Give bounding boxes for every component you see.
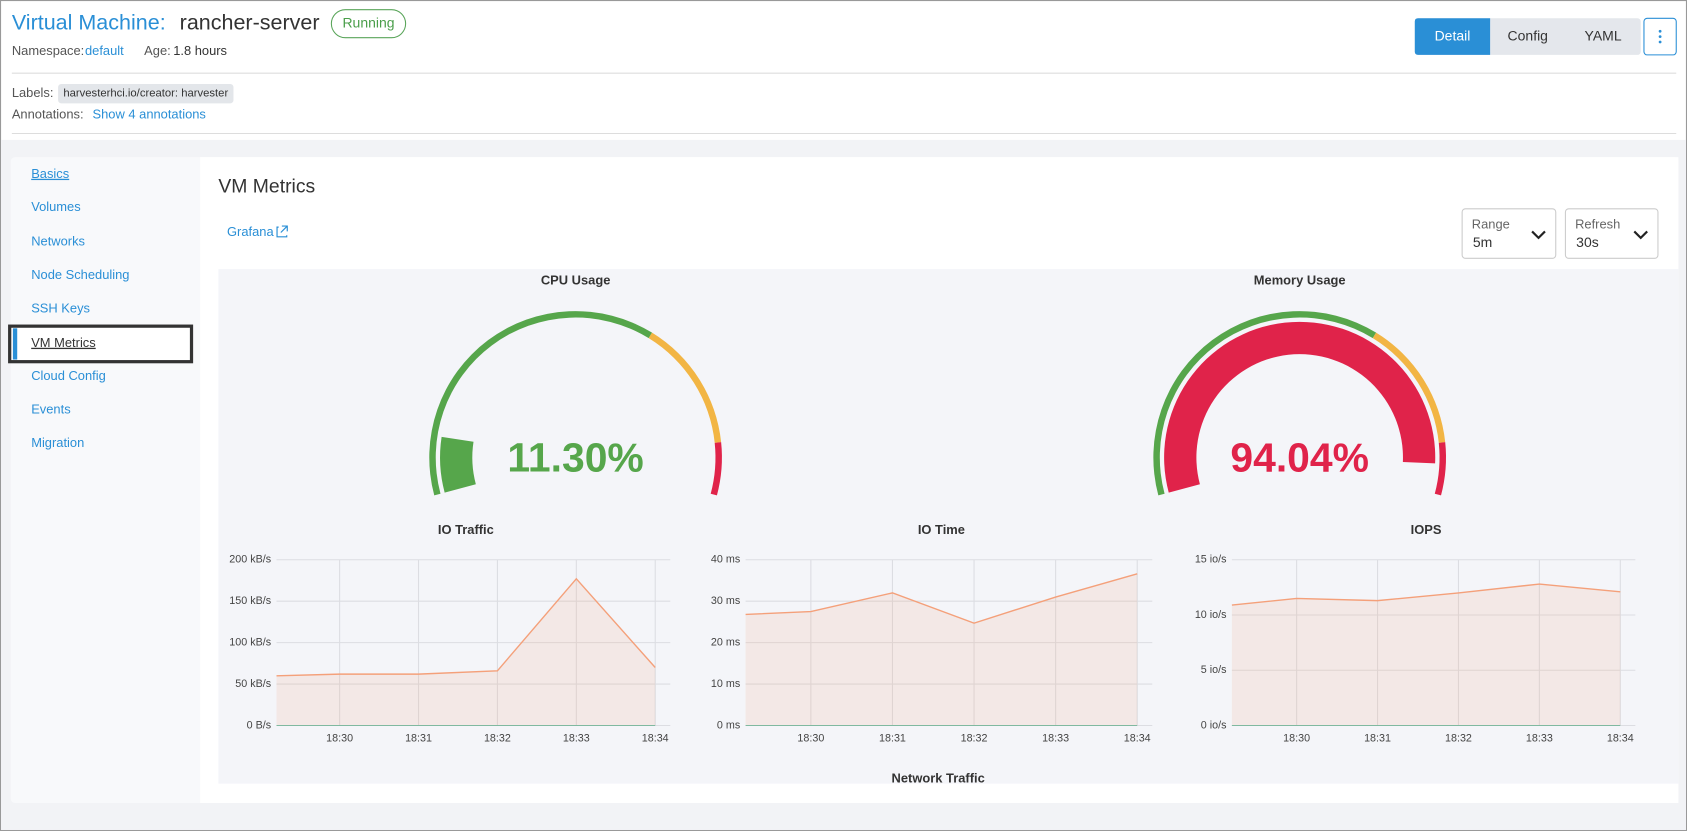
range-label: Range	[1472, 216, 1510, 231]
area-fill	[745, 573, 1138, 726]
label-chip-text: harvesterhci.io/creator: harvester	[63, 88, 228, 100]
status: Running	[342, 14, 394, 30]
age-label: Age:	[144, 43, 171, 58]
label-chip	[58, 83, 234, 104]
grafana-link[interactable]: Grafana	[227, 224, 274, 239]
range-value: 5m	[1473, 234, 1492, 250]
y-tick-label: 100 kB/s	[229, 636, 271, 648]
threshold-band	[1372, 332, 1446, 443]
threshold-band	[710, 442, 722, 496]
namespace[interactable]: default	[85, 43, 124, 58]
chart-title: IO Traffic	[438, 522, 494, 537]
section-title: VM Metrics	[218, 175, 315, 197]
vm-name: rancher-server	[180, 10, 320, 34]
nav-link[interactable]: Networks	[31, 234, 85, 249]
sidebar: Basics Volumes Networks Node Scheduling SSH …	[31, 166, 129, 450]
tab[interactable]: Config	[1508, 27, 1548, 43]
x-tick-label: 18:33	[1042, 732, 1069, 744]
gauge-title: Memory Usage	[1254, 272, 1346, 287]
x-tick-label: 18:34	[642, 732, 669, 744]
x-tick-label: 18:33	[1526, 732, 1553, 744]
area-fill	[276, 578, 656, 726]
tab[interactable]: Detail	[1435, 27, 1471, 43]
y-tick-label: 0 ms	[717, 719, 740, 731]
x-tick-label: 18:32	[1445, 732, 1472, 744]
refresh-value: 30s	[1576, 234, 1599, 250]
selected-box	[8, 324, 194, 364]
area-line	[276, 577, 656, 677]
area-line	[1231, 583, 1621, 606]
external-icon	[276, 225, 288, 238]
y-tick-label: 10 io/s	[1195, 609, 1227, 621]
gauge-label: 94.04%	[1230, 435, 1369, 481]
x-tick-label: 18:30	[1283, 732, 1310, 744]
y-tick-label: 15 io/s	[1195, 554, 1227, 566]
nav-link[interactable]: Basics	[31, 166, 69, 181]
y-tick-label: 50 kB/s	[235, 678, 271, 690]
nav-link[interactable]: Node Scheduling	[31, 267, 129, 282]
y-tick-label: 200 kB/s	[229, 554, 271, 566]
range-select[interactable]	[1461, 208, 1557, 259]
y-tick-label: 10 ms	[711, 678, 740, 690]
nav-link[interactable]: SSH Keys	[31, 300, 90, 315]
labels-label: Labels:	[12, 85, 54, 100]
gauge-value	[1164, 321, 1436, 493]
chart-title: IO Time	[918, 522, 965, 537]
y-tick-label: 20 ms	[711, 636, 740, 648]
y-tick-label: 40 ms	[711, 554, 740, 566]
nav-link[interactable]: Migration	[31, 435, 84, 450]
x-tick-label: 18:30	[326, 732, 353, 744]
nav-link[interactable]: Volumes	[31, 199, 81, 214]
panel-title: Network Traffic	[892, 771, 985, 786]
age: 1.8 hours	[173, 43, 227, 58]
chart-title: IOPS	[1411, 522, 1442, 537]
namespace-label: Namespace:	[12, 43, 84, 58]
threshold-band	[648, 332, 722, 443]
x-tick-label: 18:32	[484, 732, 511, 744]
dot	[1658, 35, 1662, 38]
y-tick-label: 150 kB/s	[229, 595, 271, 607]
dot	[1658, 40, 1662, 44]
x-tick-label: 18:30	[797, 732, 824, 744]
area-fill	[1231, 584, 1621, 726]
chevron	[1633, 230, 1648, 240]
nav-link[interactable]: Events	[31, 402, 70, 417]
nav-link[interactable]: Cloud Config	[31, 368, 106, 383]
x-tick-label: 18:34	[1607, 732, 1634, 744]
refresh-select[interactable]	[1564, 208, 1659, 259]
x-tick-label: 18:33	[563, 732, 590, 744]
chevron	[1531, 230, 1546, 240]
y-tick-label: 30 ms	[711, 595, 740, 607]
annotations-label: Annotations:	[12, 107, 84, 122]
x-tick-label: 18:34	[1124, 732, 1151, 744]
refresh-label: Refresh	[1575, 216, 1620, 231]
x-tick-label: 18:31	[1364, 732, 1391, 744]
tab-active-bg	[1414, 18, 1491, 55]
gauge-value	[440, 436, 476, 493]
dashboard	[218, 269, 1679, 784]
y-tick-label: 0 B/s	[247, 719, 271, 731]
tab[interactable]: YAML	[1585, 27, 1622, 43]
nav-link[interactable]: VM Metrics	[31, 335, 96, 350]
area-line	[745, 573, 1138, 624]
x-tick-label: 18:31	[879, 732, 906, 744]
x-tick-label: 18:32	[961, 732, 988, 744]
dot	[1658, 29, 1662, 33]
annotations-link[interactable]: Show 4 annotations	[93, 107, 206, 122]
selected-bar	[12, 328, 18, 360]
threshold-band	[1434, 442, 1447, 496]
y-tick-label: 5 io/s	[1201, 664, 1227, 676]
x-tick-label: 18:31	[405, 732, 432, 744]
gauge-title: CPU Usage	[541, 272, 611, 287]
kind: Virtual Machine:	[12, 10, 166, 34]
y-tick-label: 0 io/s	[1201, 719, 1227, 731]
charts: CPU Usage 11.30% Memory Usage 94.04% IO Traf…	[229, 272, 1636, 744]
status-pill	[330, 9, 407, 39]
gauge-label: 11.30%	[507, 435, 643, 481]
